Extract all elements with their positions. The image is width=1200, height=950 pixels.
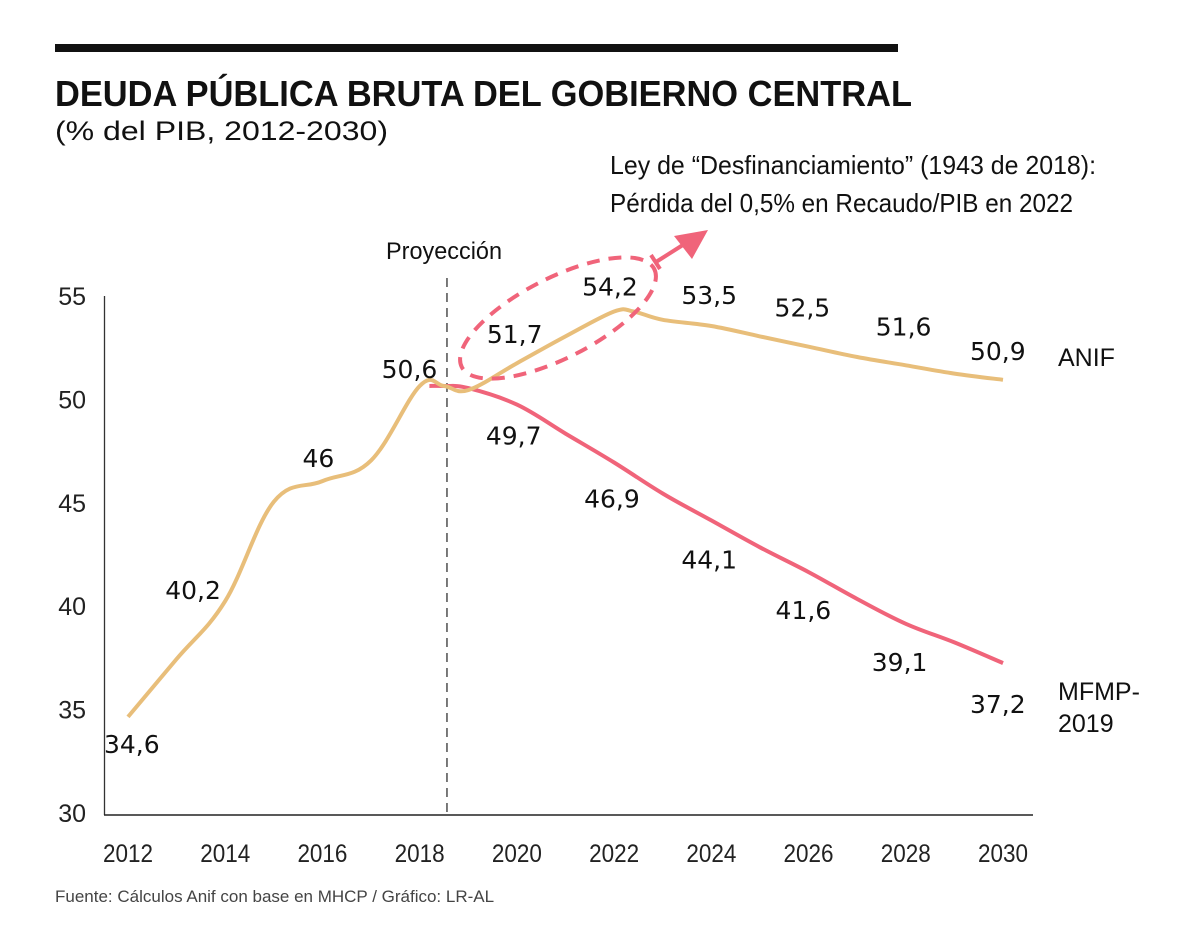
annotation-line-1: Ley de “Desfinanciamiento” (1943 de 2018… [610, 150, 1096, 180]
series-line-anif [126, 307, 1004, 719]
series-name-label: 2019 [1058, 710, 1114, 738]
annotation-line-2: Pérdida del 0,5% en Recaudo/PIB en 2022 [610, 188, 1073, 218]
data-label: 34,6 [104, 730, 160, 759]
y-tick-label: 30 [58, 800, 86, 828]
y-tick-label: 35 [58, 697, 86, 725]
x-tick-label: 2018 [395, 840, 445, 868]
data-label: 50,6 [382, 355, 438, 384]
data-label: 39,1 [872, 648, 928, 677]
data-label: 46,9 [584, 485, 640, 514]
series-name-label: MFMP- [1058, 678, 1140, 706]
data-label: 54,2 [582, 273, 638, 302]
x-tick-label: 2022 [589, 840, 639, 868]
header-rule [55, 44, 898, 52]
x-tick-label: 2024 [686, 840, 736, 868]
data-label: 46 [302, 444, 334, 473]
data-label: 52,5 [775, 294, 831, 323]
data-label: 51,6 [876, 312, 932, 341]
x-tick-labels: 2012 2014 2016 2018 2020 2022 2024 2026 2028 2030 [103, 840, 1028, 868]
y-tick-labels: 30 35 40 45 50 55 [58, 283, 86, 828]
series-name-label: ANIF [1058, 344, 1115, 372]
y-tick-label: 40 [58, 593, 86, 621]
series-labels: ANIF MFMP- 2019 [1058, 344, 1140, 738]
highlight-ellipse [458, 255, 658, 381]
data-label: 49,7 [486, 422, 542, 451]
chart-subtitle: (% del PIB, 2012-2030) [55, 116, 388, 146]
annotation-arrow-icon [649, 230, 708, 271]
x-tick-label: 2014 [200, 840, 250, 868]
x-tick-label: 2012 [103, 840, 153, 868]
x-tick-label: 2028 [881, 840, 931, 868]
x-tick-label: 2016 [297, 840, 347, 868]
data-label: 44,1 [681, 545, 737, 574]
y-tick-label: 45 [58, 490, 86, 518]
series-lines [126, 307, 1004, 719]
data-label: 50,9 [970, 337, 1026, 366]
x-tick-label: 2020 [492, 840, 542, 868]
projection-label: Proyección [386, 238, 502, 265]
y-tick-label: 55 [58, 283, 86, 311]
y-tick-label: 50 [58, 386, 86, 414]
data-label: 51,7 [487, 320, 543, 349]
source-note: Fuente: Cálculos Anif con base en MHCP /… [55, 887, 494, 906]
chart-title: DEUDA PÚBLICA BRUTA DEL GOBIERNO CENTRAL [55, 72, 912, 114]
data-label: 37,2 [970, 690, 1026, 719]
data-label: 41,6 [776, 596, 832, 625]
data-label: 40,2 [165, 576, 221, 605]
x-tick-label: 2026 [784, 840, 834, 868]
data-labels: 34,6 40,2 46 50,6 51,7 54,2 53,5 52,5 51,6 50,9 49… [104, 273, 1026, 759]
x-tick-label: 2030 [978, 840, 1028, 868]
data-label: 53,5 [681, 281, 737, 310]
